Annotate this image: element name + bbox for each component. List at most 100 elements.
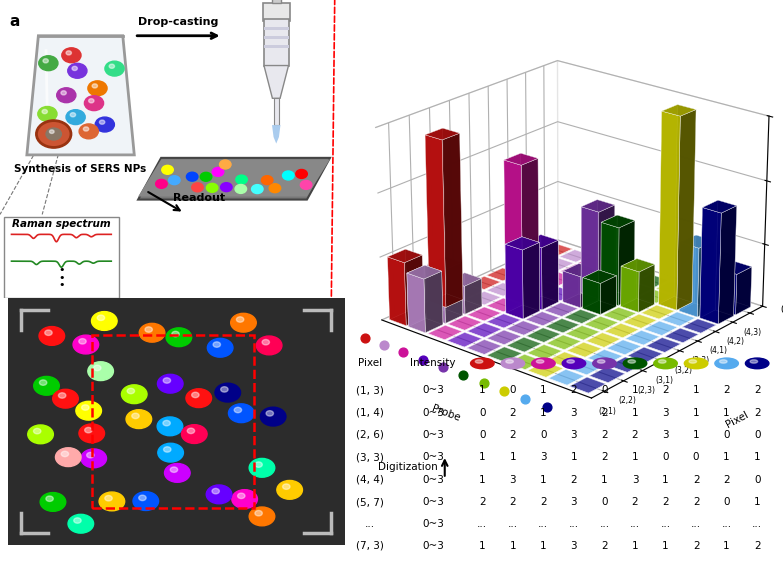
Circle shape	[72, 66, 78, 70]
Circle shape	[301, 180, 312, 189]
Circle shape	[92, 84, 97, 88]
Text: ...: ...	[539, 519, 548, 528]
Text: 0: 0	[601, 497, 608, 507]
Text: ...: ...	[508, 519, 518, 528]
Text: 1: 1	[723, 541, 730, 551]
Polygon shape	[138, 160, 330, 197]
Circle shape	[74, 518, 81, 523]
Circle shape	[87, 452, 94, 458]
Circle shape	[73, 335, 99, 354]
Circle shape	[266, 411, 273, 416]
Text: ...: ...	[569, 519, 579, 528]
Circle shape	[186, 389, 211, 407]
Circle shape	[105, 61, 124, 76]
Text: •
•
•: • • •	[58, 265, 65, 291]
Text: (5, 7): (5, 7)	[355, 497, 384, 507]
Text: (4, 4): (4, 4)	[355, 475, 384, 485]
Circle shape	[231, 314, 256, 332]
Circle shape	[46, 496, 53, 501]
Circle shape	[52, 389, 78, 408]
Circle shape	[59, 393, 66, 398]
Circle shape	[40, 492, 66, 511]
Text: 3: 3	[662, 430, 669, 440]
Circle shape	[262, 176, 273, 185]
Circle shape	[85, 96, 103, 111]
Circle shape	[221, 183, 232, 192]
Circle shape	[49, 130, 54, 133]
Text: Intensity: Intensity	[410, 359, 456, 368]
Text: 2: 2	[510, 497, 516, 507]
Circle shape	[171, 332, 179, 337]
Text: 3: 3	[571, 497, 577, 507]
Circle shape	[97, 315, 105, 320]
Circle shape	[56, 88, 76, 103]
Text: 0: 0	[754, 475, 760, 485]
Text: 2: 2	[540, 497, 547, 507]
Text: 0: 0	[723, 497, 730, 507]
Text: 1: 1	[571, 452, 577, 463]
Circle shape	[45, 330, 52, 336]
Circle shape	[567, 360, 575, 363]
Circle shape	[79, 424, 105, 443]
Text: 3: 3	[510, 475, 516, 485]
Text: 2: 2	[754, 407, 760, 418]
Circle shape	[277, 481, 302, 499]
Bar	[264, 36, 288, 39]
Text: 0~3: 0~3	[422, 430, 444, 440]
Circle shape	[475, 360, 483, 363]
Circle shape	[256, 336, 282, 355]
Circle shape	[249, 507, 275, 526]
Circle shape	[237, 493, 245, 498]
Circle shape	[659, 360, 666, 363]
Circle shape	[471, 358, 494, 369]
Circle shape	[186, 172, 198, 181]
Circle shape	[715, 358, 738, 369]
Circle shape	[68, 514, 94, 533]
Circle shape	[66, 110, 85, 125]
Circle shape	[56, 448, 81, 466]
Circle shape	[187, 428, 195, 433]
Circle shape	[94, 365, 101, 371]
Text: 3: 3	[662, 407, 669, 418]
Circle shape	[164, 464, 190, 482]
Circle shape	[296, 170, 308, 178]
Circle shape	[597, 360, 605, 363]
Text: 1: 1	[662, 541, 669, 551]
Circle shape	[76, 401, 102, 420]
Text: 2: 2	[693, 497, 699, 507]
Circle shape	[628, 360, 636, 363]
Circle shape	[229, 404, 254, 423]
Text: 0~3: 0~3	[422, 497, 444, 507]
Text: 1: 1	[510, 452, 516, 463]
Text: Drop-casting: Drop-casting	[139, 17, 218, 27]
Circle shape	[99, 492, 124, 511]
Circle shape	[83, 127, 88, 131]
Circle shape	[39, 56, 58, 71]
Text: 2: 2	[601, 430, 608, 440]
Circle shape	[192, 183, 204, 192]
Text: 2: 2	[662, 497, 669, 507]
Circle shape	[105, 496, 112, 501]
Circle shape	[85, 428, 92, 433]
Bar	[264, 45, 288, 48]
Circle shape	[207, 183, 218, 192]
Circle shape	[99, 120, 105, 124]
Text: a: a	[9, 14, 20, 29]
Circle shape	[219, 160, 231, 169]
Y-axis label: Pixel: Pixel	[724, 409, 750, 429]
Circle shape	[126, 410, 152, 429]
Text: 2: 2	[479, 497, 485, 507]
Text: 1: 1	[479, 475, 485, 485]
Circle shape	[232, 490, 258, 509]
Text: 0: 0	[723, 430, 730, 440]
Text: 1: 1	[662, 475, 669, 485]
Circle shape	[39, 327, 65, 345]
Circle shape	[251, 184, 263, 193]
Text: (2, 6): (2, 6)	[355, 430, 384, 440]
Text: (7, 3): (7, 3)	[355, 541, 384, 551]
Circle shape	[164, 447, 171, 452]
Text: 0: 0	[601, 385, 608, 395]
Text: (3, 3): (3, 3)	[355, 452, 384, 463]
Text: ...: ...	[365, 519, 374, 528]
Bar	[272, 0, 281, 3]
